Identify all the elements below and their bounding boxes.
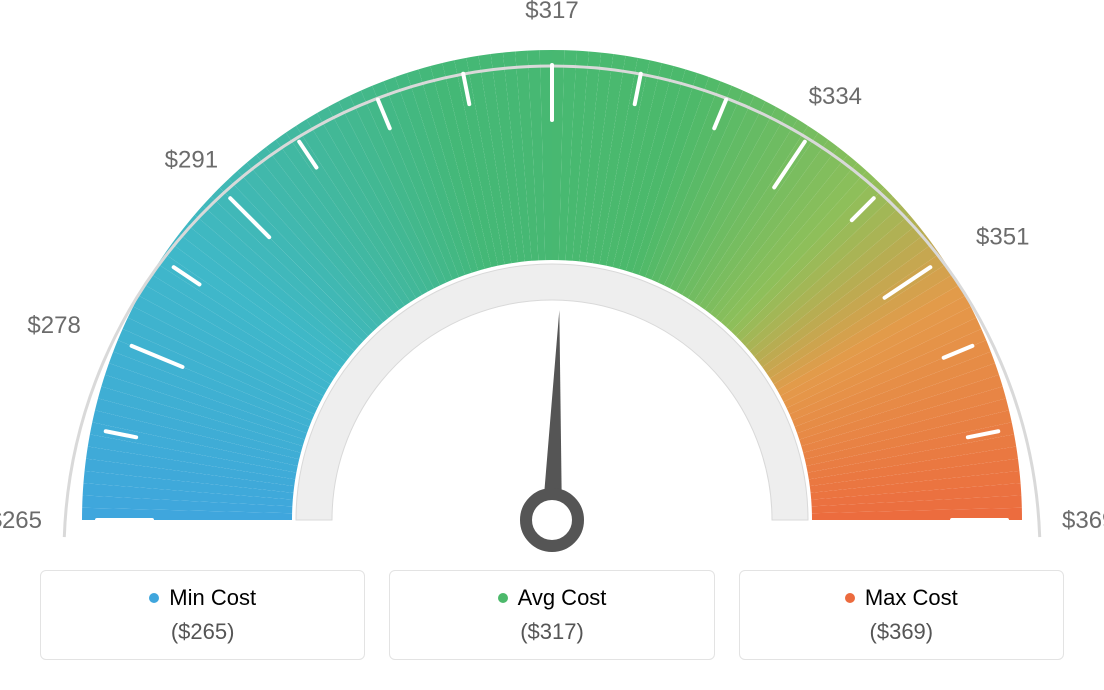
legend-avg-title: Avg Cost bbox=[498, 585, 607, 611]
gauge-chart: $265 $278 $291 $317 $334 $351 $369 bbox=[0, 0, 1104, 560]
svg-text:$291: $291 bbox=[165, 146, 218, 173]
svg-text:$317: $317 bbox=[525, 0, 578, 24]
legend-min-value: ($265) bbox=[51, 619, 354, 645]
dot-icon bbox=[845, 593, 855, 603]
legend-max-title: Max Cost bbox=[845, 585, 958, 611]
svg-text:$369: $369 bbox=[1062, 507, 1104, 534]
svg-text:$334: $334 bbox=[809, 83, 862, 110]
legend-avg-label: Avg Cost bbox=[518, 585, 607, 611]
svg-text:$265: $265 bbox=[0, 507, 42, 534]
legend-avg: Avg Cost ($317) bbox=[389, 570, 714, 660]
dot-icon bbox=[498, 593, 508, 603]
legend-min-label: Min Cost bbox=[169, 585, 256, 611]
legend-min-title: Min Cost bbox=[149, 585, 256, 611]
legend-avg-value: ($317) bbox=[400, 619, 703, 645]
legend-max-value: ($369) bbox=[750, 619, 1053, 645]
dot-icon bbox=[149, 593, 159, 603]
svg-text:$278: $278 bbox=[27, 312, 80, 339]
legend-row: Min Cost ($265) Avg Cost ($317) Max Cost… bbox=[40, 570, 1064, 660]
chart-container: $265 $278 $291 $317 $334 $351 $369 Min Cost ($… bbox=[0, 0, 1104, 690]
legend-max-label: Max Cost bbox=[865, 585, 958, 611]
svg-text:$351: $351 bbox=[976, 224, 1029, 251]
legend-min: Min Cost ($265) bbox=[40, 570, 365, 660]
legend-max: Max Cost ($369) bbox=[739, 570, 1064, 660]
